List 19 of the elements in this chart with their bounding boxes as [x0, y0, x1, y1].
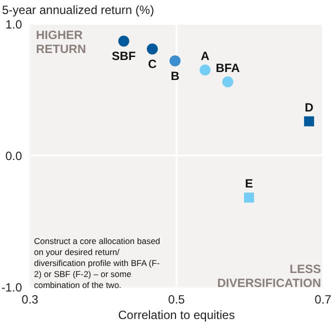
- data-label: SBF: [112, 49, 136, 64]
- y-axis-title: 5-year annualized return (%): [2, 3, 154, 17]
- data-label: A: [200, 49, 210, 64]
- data-label: B: [170, 68, 180, 83]
- annotation: Construct a core allocation based on your desired return/ diversification profile with BFA (F-2) or SBF (F-2) – or some combination of the two.: [34, 236, 162, 291]
- x-tick-label: 0.5: [168, 292, 186, 307]
- data-label: BFA: [216, 60, 240, 75]
- x-tick-label: 0.3: [22, 292, 39, 307]
- data-label: D: [304, 100, 314, 114]
- annotation: LESS DIVERSIFICATION: [216, 262, 321, 290]
- y-tick-label: -1.0: [1, 280, 22, 294]
- y-tick-label: 1.0: [5, 17, 22, 32]
- data-label: C: [148, 56, 157, 71]
- x-axis-title: Correlation to equities: [118, 308, 235, 322]
- x-tick-label: 0.7: [314, 292, 331, 307]
- annotation: HIGHER RETURN: [36, 28, 87, 56]
- y-tick-label: 0.0: [5, 148, 22, 163]
- point: [170, 55, 181, 66]
- data-label: E: [245, 176, 254, 191]
